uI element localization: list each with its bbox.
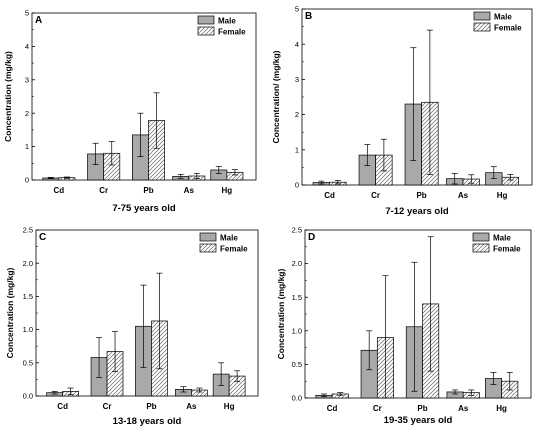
x-tick-label-pb: Pb: [417, 404, 427, 413]
y-tick-label: 2: [25, 109, 29, 118]
y-tick-label: 1.5: [23, 292, 33, 301]
legend-label-female: Female: [493, 245, 521, 254]
chart-panel-a: A 0 1 2 3 4 5 Concentration (mg/kg) Cd Cr Pb As Hg 7-…: [3, 9, 257, 214]
x-tick-label-hg: Hg: [224, 402, 235, 411]
x-tick-label-as: As: [186, 402, 197, 411]
x-tick-label-cd: Cd: [57, 402, 68, 411]
panel-label: A: [35, 15, 42, 26]
y-tick-label: 3: [295, 75, 299, 84]
chart-panel-b: B 0 1 2 3 4 5 Concentration/ (mg/kg) Cd Cr Pb As Hg 7…: [271, 5, 533, 217]
x-tick-label-pb: Pb: [143, 186, 153, 195]
legend-label-male: Male: [494, 13, 512, 22]
y-tick-label: 2.0: [23, 259, 33, 268]
legend-label-female: Female: [220, 245, 248, 254]
x-axis-title: 7-12 years old: [385, 206, 449, 217]
panel-label: B: [305, 11, 312, 22]
y-tick-label: 0.5: [292, 360, 302, 369]
y-tick-label: 1.5: [292, 293, 302, 302]
y-axis-title: Concentration (mg/kg): [3, 51, 13, 142]
x-axis-title: 7-75 years old: [112, 203, 176, 214]
legend-swatch-female: [473, 22, 491, 32]
x-tick-label-as: As: [184, 186, 195, 195]
y-tick-label: 1.0: [292, 326, 302, 335]
x-tick-label-hg: Hg: [222, 186, 233, 195]
panel-label: C: [39, 232, 46, 243]
y-axis-title: Concentration (mg/kg): [5, 268, 15, 359]
legend-swatch-male: [472, 232, 490, 242]
y-tick-label: 2.0: [292, 259, 302, 268]
x-tick-label-cd: Cd: [54, 186, 65, 195]
x-tick-label-pb: Pb: [416, 191, 426, 200]
x-tick-label-hg: Hg: [497, 191, 508, 200]
y-tick-label: 2.5: [23, 226, 33, 235]
y-tick-label: 1: [25, 142, 29, 151]
y-axis-title: Concentration (mg/kg): [276, 269, 286, 360]
legend-swatch-male: [199, 232, 217, 242]
chart-panel-d: D 0.0 0.5 1.0 1.5 2.0 2.5 Concentration (mg/kg)…: [276, 226, 532, 426]
legend-label-female: Female: [494, 24, 522, 33]
panel-label: D: [308, 232, 315, 243]
legend-swatch-male: [473, 11, 491, 21]
y-tick-label: 4: [25, 42, 29, 51]
legend-label-female: Female: [218, 28, 246, 37]
legend-label-male: Male: [220, 234, 238, 243]
x-tick-label-cr: Cr: [371, 191, 380, 200]
y-tick-label: 0: [295, 181, 299, 190]
x-tick-label-hg: Hg: [496, 404, 507, 413]
x-tick-label-cr: Cr: [99, 186, 108, 195]
y-tick-label: 1.0: [23, 325, 33, 334]
x-tick-label-as: As: [458, 404, 469, 413]
y-tick-label: 1: [295, 145, 299, 154]
legend-swatch-female: [472, 243, 490, 253]
legend-swatch-female: [199, 243, 217, 253]
x-tick-label-cd: Cd: [324, 191, 335, 200]
y-tick-label: 0: [25, 176, 29, 185]
legend-swatch-male: [197, 15, 215, 25]
y-axis-title: Concentration/ (mg/kg): [271, 50, 281, 143]
y-tick-label: 2: [295, 110, 299, 119]
y-tick-label: 0.0: [23, 392, 33, 401]
y-tick-label: 2.5: [292, 226, 302, 235]
y-tick-label: 5: [295, 5, 299, 14]
x-axis-title: 19-35 years old: [384, 415, 453, 426]
y-tick-label: 0.0: [292, 394, 302, 403]
x-tick-label-as: As: [458, 191, 469, 200]
legend-label-male: Male: [493, 234, 511, 243]
x-axis-title: 13-18 years old: [113, 416, 182, 427]
x-tick-label-pb: Pb: [146, 402, 156, 411]
x-tick-label-cr: Cr: [373, 404, 382, 413]
legend-label-male: Male: [218, 17, 236, 26]
y-tick-label: 0.5: [23, 358, 33, 367]
chart-panel-c: C 0.0 0.5 1.0 1.5 2.0 2.5 Concentration (mg/kg)…: [5, 226, 259, 427]
x-tick-label-cd: Cd: [327, 404, 338, 413]
x-tick-label-cr: Cr: [103, 402, 112, 411]
legend-swatch-female: [197, 26, 215, 36]
y-tick-label: 4: [295, 40, 299, 49]
y-tick-label: 5: [25, 9, 29, 18]
y-tick-label: 3: [25, 75, 29, 84]
